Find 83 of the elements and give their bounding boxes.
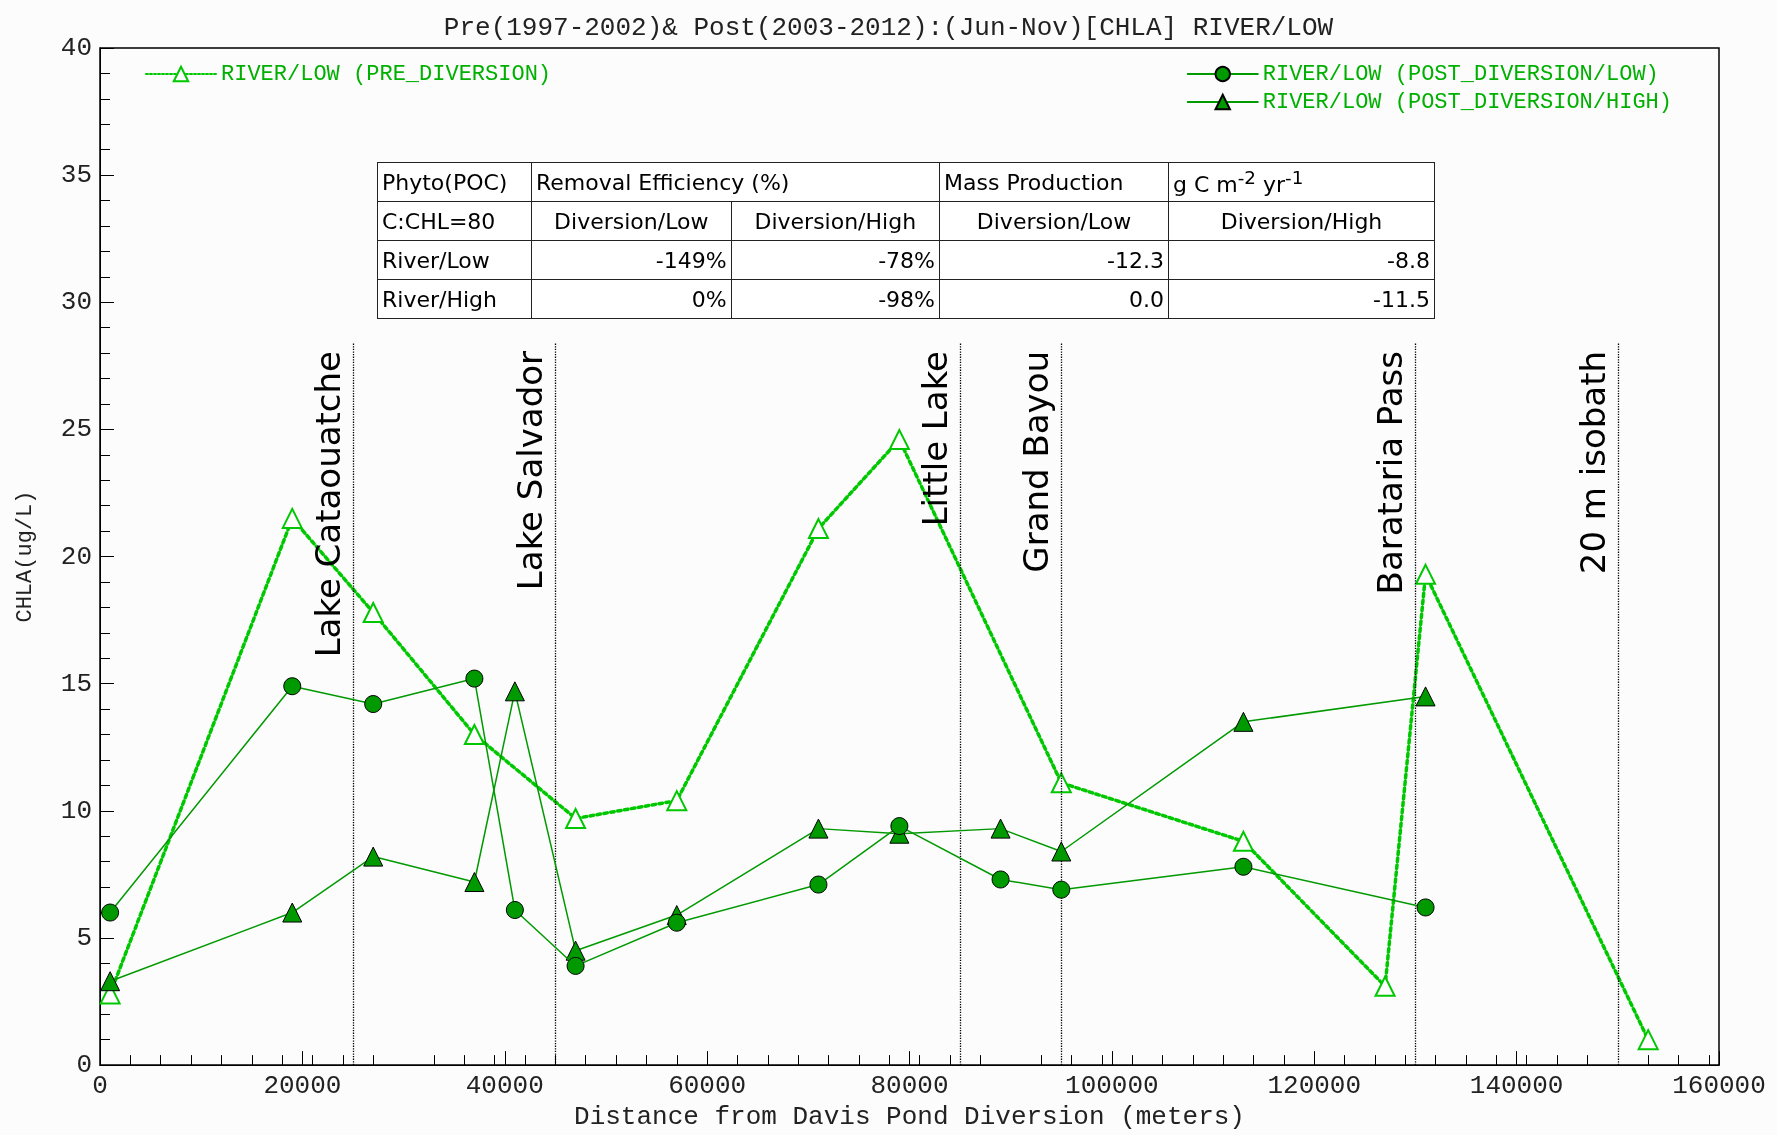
annotation: -8.8 (1168, 240, 1435, 280)
annotation: -149% (531, 240, 732, 280)
point (281, 507, 303, 529)
legend-label: RIVER/LOW (POST_DIVERSION/LOW) (1262, 61, 1659, 87)
annotation: Diversion/Low (939, 201, 1169, 241)
annotation: C:CHL=80 (377, 201, 532, 241)
point (1232, 830, 1254, 852)
legend-label: RIVER/LOW (PRE_DIVERSION) (221, 61, 552, 87)
annotation: Diversion/Low (531, 201, 732, 241)
point (1415, 563, 1437, 585)
chart-title: Pre(1997-2002)& Post(2003-2012):(Jun-Nov)[CHLA] RIVER/LOW (443, 13, 1334, 43)
point (1052, 880, 1071, 899)
annotation: Diversion/High (1168, 201, 1435, 241)
point (101, 903, 120, 922)
point (463, 724, 485, 746)
point (888, 429, 910, 451)
ref-line-label: Little Lake (915, 350, 956, 527)
y-tick-label: 15 (60, 668, 92, 699)
point (565, 807, 587, 829)
x-tick-label: 20000 (263, 1071, 342, 1102)
y-tick-label: 0 (76, 1050, 92, 1081)
point (464, 872, 485, 893)
legend-label: RIVER/LOW (POST_DIVERSION/HIGH) (1262, 89, 1673, 115)
y-axis-title: CHLA(ug/L) (12, 490, 38, 623)
point (1416, 898, 1435, 917)
annotation: Mass Production (939, 162, 1169, 202)
annotation: g C m$^{-2}$ yr$^{-1}$ (1168, 162, 1435, 202)
y-tick-label: 5 (76, 922, 92, 953)
point (465, 669, 484, 688)
x-tick-label: 100000 (1065, 1071, 1159, 1102)
x-tick-label: 120000 (1267, 1071, 1362, 1102)
x-tick-label: 140000 (1469, 1071, 1564, 1102)
x-tick-label: 60000 (668, 1071, 747, 1102)
annotation: 0.0 (939, 279, 1169, 319)
point (566, 956, 585, 975)
point (504, 681, 525, 702)
point (283, 677, 302, 696)
point (282, 902, 303, 923)
point (807, 518, 829, 540)
x-tick-label: 80000 (870, 1071, 949, 1102)
point (1051, 841, 1072, 862)
point (364, 695, 383, 714)
x-tick-label: 40000 (465, 1071, 544, 1102)
x-tick-label: 160000 (1672, 1071, 1766, 1102)
ref-line-label: Lake Salvador (510, 350, 551, 591)
point (808, 818, 829, 839)
point (1415, 686, 1436, 707)
y-tick-label: 30 (60, 287, 92, 318)
y-tick-label: 40 (60, 33, 92, 63)
annotation: -98% (731, 279, 940, 319)
y-tick-label: 25 (60, 414, 92, 445)
point (1374, 975, 1396, 997)
annotation: Diversion/High (731, 201, 940, 241)
point (667, 913, 686, 932)
ref-line-label: Barataria Pass (1370, 350, 1411, 595)
annotation: -12.3 (939, 240, 1169, 280)
point (1233, 711, 1254, 732)
annotation: River/Low (377, 240, 532, 280)
annotation: Phyto(POC) (377, 162, 532, 202)
point (1234, 857, 1253, 876)
point (505, 901, 524, 919)
y-tick-label: 10 (60, 795, 92, 826)
x-axis-title: Distance from Davis Pond Diversion (meters) (574, 1102, 1245, 1132)
annotation: Removal Efficiency (%) (531, 162, 940, 202)
point (666, 790, 688, 812)
point (809, 875, 828, 894)
point (1050, 772, 1072, 794)
point (990, 818, 1011, 839)
point (991, 870, 1010, 889)
y-tick-label: 20 (60, 541, 92, 572)
annotation: -11.5 (1168, 279, 1435, 319)
point (100, 971, 121, 992)
ref-line-label: 20 m isobath (1572, 350, 1613, 575)
annotation: -78% (731, 240, 940, 280)
point (1637, 1029, 1659, 1051)
y-tick-label: 35 (60, 160, 92, 191)
point (890, 817, 909, 836)
annotation: 0% (531, 279, 732, 319)
ref-line-label: Grand Bayou (1016, 350, 1057, 573)
ref-line-label: Lake Cataouatche (307, 350, 348, 658)
point (362, 601, 384, 623)
point (363, 846, 384, 867)
annotation: River/High (377, 279, 532, 319)
